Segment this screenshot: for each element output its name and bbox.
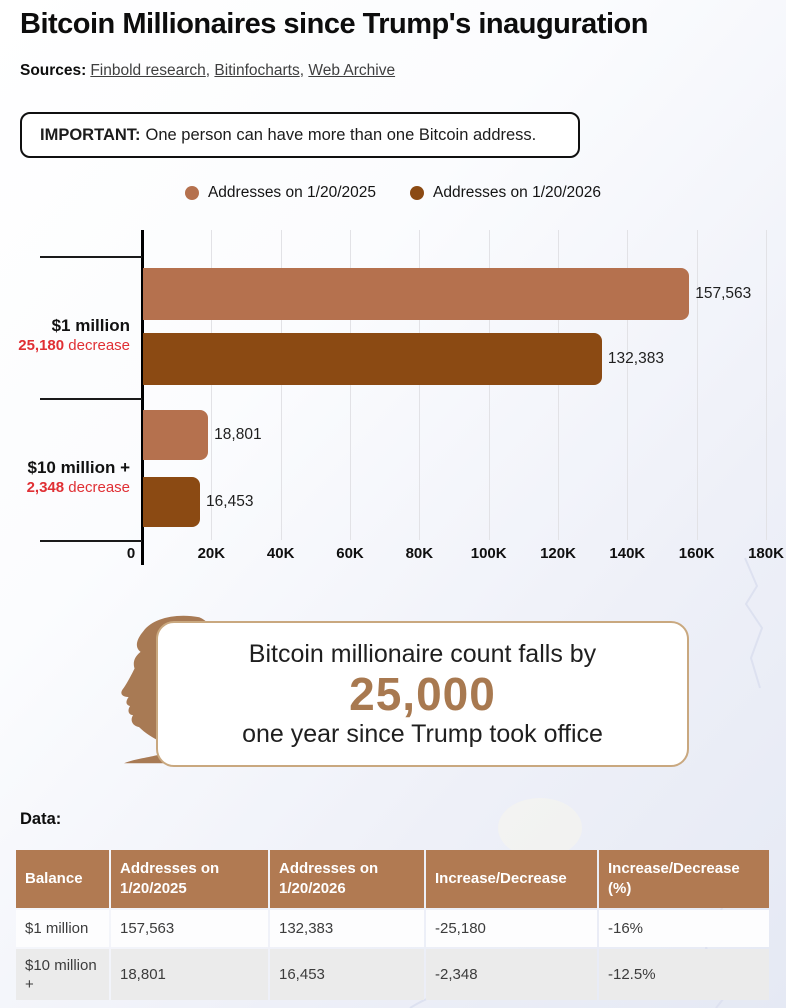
table-cell-r1c5: -16% [599, 910, 769, 947]
table-header-3: Addresses on 1/20/2026 [270, 850, 424, 908]
category-name: $10 million + [27, 458, 130, 477]
data-table: Balance Addresses on 1/20/2025 Addresses o… [16, 850, 769, 1000]
gridline [627, 230, 629, 540]
important-notice: IMPORTANT: One person can have more than… [20, 112, 580, 158]
bar-1202025-cat1 [143, 268, 690, 320]
sources-line: Sources: Finbold research, Bitinfocharts,… [20, 62, 396, 79]
gridline [211, 230, 213, 540]
table-header-2: Addresses on 1/20/2025 [111, 850, 268, 908]
source-link-2[interactable]: Bitinfocharts [214, 62, 300, 79]
callout-line1: Bitcoin millionaire count falls by [248, 640, 597, 668]
table-cell-r1c4: -25,180 [426, 910, 597, 947]
callout-line2: one year since Trump took office [242, 720, 603, 748]
legend-dot-icon [410, 186, 424, 200]
table-cell-r2c3: 16,453 [270, 949, 424, 1000]
category-decrease-label: 2,348 decrease [26, 479, 130, 496]
category-decrease-label: 25,180 decrease [18, 337, 130, 354]
important-notice-text: One person can have more than one Bitcoi… [145, 125, 537, 144]
category-name: $1 million [51, 316, 130, 335]
table-cell-r1c3: 132,383 [270, 910, 424, 947]
bar-1202025-cat2 [143, 410, 209, 460]
x-axis-tick-label: 100K [470, 545, 507, 562]
x-axis-tick-label: 0 [126, 545, 136, 562]
chart-legend: Addresses on 1/20/2025 Addresses on 1/20/… [0, 184, 786, 202]
x-axis-tick-label: 140K [609, 545, 646, 562]
bar-value-label: 132,383 [607, 350, 664, 367]
legend-label: Addresses on 1/20/2026 [433, 184, 602, 201]
legend-item-1: Addresses on 1/20/2025 [184, 184, 376, 202]
bar-chart: 0 20K 40K 60K 80K 100K 120K 140K 160K 180K 157,563… [0, 230, 786, 566]
table-header-4: Increase/Decrease [426, 850, 597, 908]
bar-value-label: 157,563 [695, 285, 752, 302]
category-label-block: $1 million 25,180 decrease [0, 315, 130, 356]
x-axis-tick-label: 60K [336, 545, 364, 562]
legend-dot-icon [184, 186, 199, 200]
gridline [280, 230, 282, 540]
table-cell-r2c1: $10 million + [16, 949, 109, 1000]
bar-1202026-cat2 [143, 477, 201, 527]
table-cell-r2c4: -2,348 [426, 949, 597, 1000]
x-axis-tick-label: 80K [405, 545, 434, 562]
gridline [558, 230, 559, 540]
category-tick-line [40, 398, 142, 400]
data-section-label: Data: [20, 810, 62, 828]
x-axis-tick-label: 160K [678, 545, 715, 562]
x-axis-tick-label: 40K [266, 545, 295, 562]
x-axis-tick-label: 180K [748, 545, 784, 562]
callout-number: 25,000 [349, 668, 496, 720]
decrease-number: 2,348 [26, 479, 65, 496]
category-tick-line [40, 540, 142, 542]
gridline [350, 230, 351, 540]
table-cell-r1c1: $1 million [16, 910, 109, 947]
important-notice-label: IMPORTANT: [40, 125, 141, 144]
table-header-1: Balance [16, 850, 109, 908]
x-axis-tick-label: 20K [197, 545, 226, 562]
legend-label: Addresses on 1/20/2025 [207, 184, 376, 201]
source-link-3[interactable]: Web Archive [308, 62, 396, 79]
y-axis-line [141, 230, 144, 565]
category-tick-line [40, 256, 142, 258]
bar-1202026-cat1 [143, 333, 602, 385]
legend-item-2: Addresses on 1/20/2026 [410, 184, 601, 202]
sources-label: Sources: [20, 62, 87, 79]
table-cell-r2c2: 18,801 [111, 949, 268, 1000]
gridline [419, 230, 421, 540]
bar-value-label: 18,801 [214, 426, 262, 443]
decrease-number: 25,180 [18, 337, 65, 354]
gridline [488, 230, 490, 540]
source-link-1[interactable]: Finbold research [90, 62, 206, 79]
callout-card: Bitcoin millionaire count falls by 25,00… [156, 621, 689, 767]
bar-value-label: 16,453 [206, 493, 254, 510]
table-cell-r1c2: 157,563 [111, 910, 268, 947]
gridline [766, 230, 767, 540]
gridline [696, 230, 698, 540]
x-axis-tick-label: 120K [540, 545, 576, 562]
table-header-5: Increase/Decrease (%) [599, 850, 769, 908]
category-label-block: $10 million + 2,348 decrease [0, 457, 130, 498]
table-cell-r2c5: -12.5% [599, 949, 769, 1000]
page-title: Bitcoin Millionaires since Trump's inaug… [20, 8, 648, 40]
